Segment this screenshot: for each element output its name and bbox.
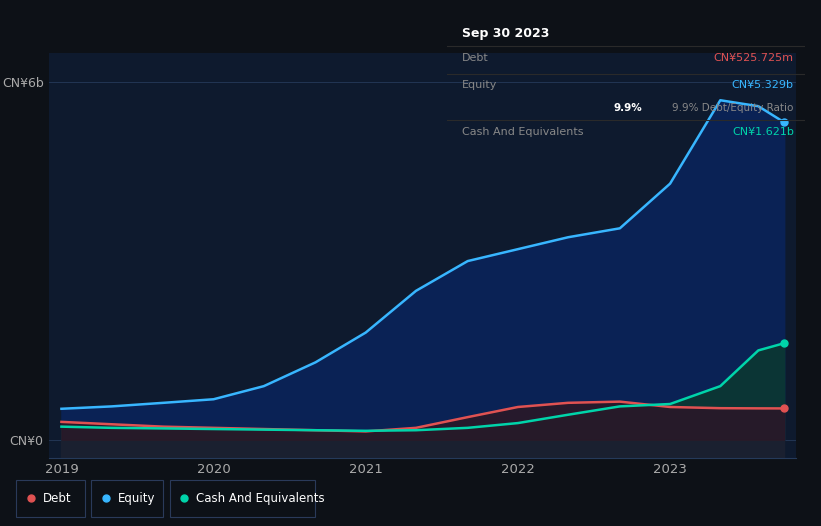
Text: CN¥5.329b: CN¥5.329b: [732, 80, 794, 90]
Text: Debt: Debt: [43, 492, 71, 505]
Text: Sep 30 2023: Sep 30 2023: [461, 27, 549, 40]
Text: CN¥1.621b: CN¥1.621b: [732, 127, 794, 137]
Text: Equity: Equity: [461, 80, 497, 90]
Text: CN¥525.725m: CN¥525.725m: [714, 53, 794, 63]
Text: 9.9%: 9.9%: [613, 103, 642, 113]
Text: Equity: Equity: [117, 492, 155, 505]
Text: Debt: Debt: [461, 53, 488, 63]
Text: 9.9% Debt/Equity Ratio: 9.9% Debt/Equity Ratio: [672, 103, 794, 113]
FancyBboxPatch shape: [91, 480, 163, 517]
Text: Cash And Equivalents: Cash And Equivalents: [196, 492, 325, 505]
Text: Cash And Equivalents: Cash And Equivalents: [461, 127, 583, 137]
FancyBboxPatch shape: [170, 480, 314, 517]
FancyBboxPatch shape: [16, 480, 85, 517]
